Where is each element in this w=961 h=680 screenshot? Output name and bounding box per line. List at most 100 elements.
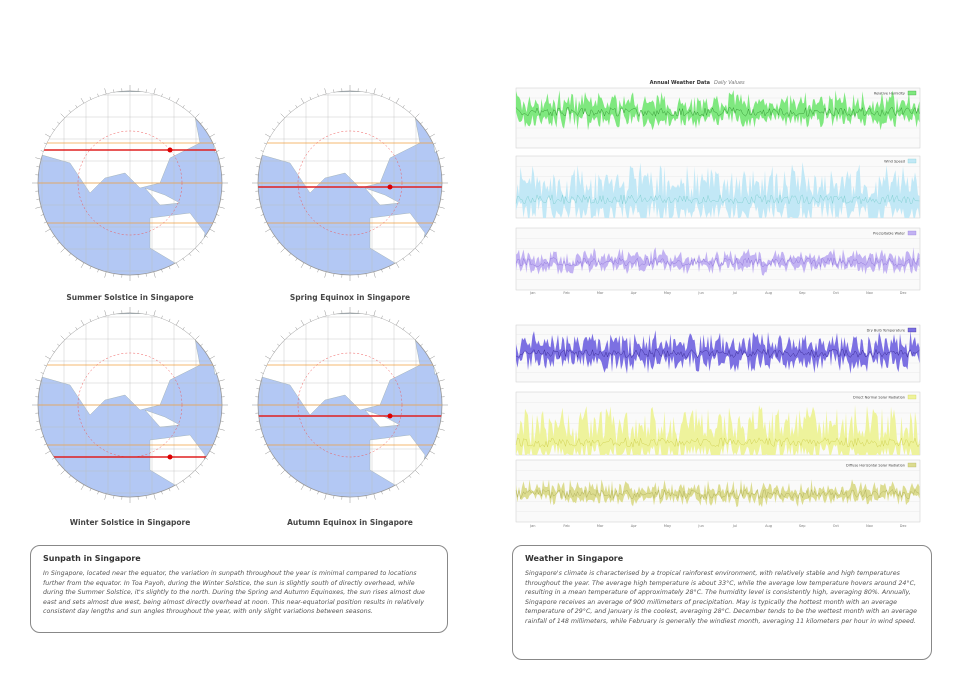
rim-tick (188, 110, 192, 113)
rim-tick (60, 335, 66, 341)
month-label: Jul (732, 524, 737, 528)
rim-tick (288, 475, 292, 478)
rim-tick (216, 372, 220, 374)
rim-tick (272, 350, 275, 353)
legend-swatch (907, 394, 917, 400)
caption: Winter Solstice in Singapore (70, 518, 191, 527)
data-line (515, 488, 920, 500)
month-label: Dec (900, 524, 907, 528)
rim-tick (175, 320, 180, 326)
sun (387, 184, 393, 190)
rim-tick (161, 93, 163, 97)
rim-tick (216, 150, 220, 152)
rim-tick (200, 463, 203, 467)
rim-tick (265, 228, 271, 233)
month-label: Jul (732, 291, 737, 295)
rim-tick (194, 247, 200, 253)
rim-tick (272, 235, 275, 238)
rim-tick (433, 221, 437, 224)
month-label: Aug (765, 291, 772, 295)
rim-tick (365, 273, 367, 277)
rim-tick (388, 318, 391, 322)
month-label: Jan (529, 524, 535, 528)
data-band (516, 404, 920, 455)
rim-tick (220, 166, 224, 168)
rim-tick (373, 271, 376, 278)
rim-tick (436, 150, 440, 152)
rim-tick (218, 379, 225, 382)
figures: Summer Solstice in Singapore Spring Equin… (32, 80, 921, 528)
land (144, 187, 181, 206)
rim-tick (40, 372, 44, 374)
sun (387, 413, 393, 419)
rim-tick (429, 228, 435, 233)
rim-tick (280, 335, 286, 341)
rim-tick (209, 133, 215, 138)
rim-tick (277, 343, 280, 347)
rim-tick (408, 332, 412, 335)
rim-tick (213, 443, 217, 446)
rim-tick (255, 428, 262, 431)
month-label: Apr (631, 291, 638, 295)
rim-tick (317, 93, 319, 97)
rim-tick (145, 273, 147, 277)
rim-tick (45, 133, 51, 138)
rim-tick (436, 214, 440, 216)
rim-tick (324, 271, 327, 278)
rim-tick (40, 150, 44, 152)
rim-tick (255, 379, 262, 382)
month-label: Feb (563, 291, 570, 295)
rim-tick (425, 457, 428, 460)
rim-tick (43, 221, 47, 224)
rim-tick (57, 241, 60, 245)
rim-tick (104, 493, 107, 500)
rim-tick (263, 142, 267, 145)
rim-tick (263, 221, 267, 224)
rim-tick (113, 273, 115, 277)
rim-tick (420, 463, 423, 467)
sun (167, 147, 173, 153)
rim-tick (36, 420, 40, 422)
rim-tick (153, 310, 156, 317)
legend-label: Wind Speed (884, 160, 905, 164)
rim-tick (205, 235, 208, 238)
rim-tick (188, 253, 192, 256)
rim-tick (288, 253, 292, 256)
legend-swatch (907, 327, 917, 333)
legend-swatch (907, 462, 917, 468)
sunpath-box: Sunpath in Singapore In Singapore, locat… (30, 545, 448, 633)
rim-tick (309, 318, 312, 322)
rim-tick (288, 110, 292, 113)
month-label: Nov (866, 524, 873, 528)
data-band (516, 90, 920, 131)
rim-tick (272, 128, 275, 131)
rim-tick (408, 253, 412, 256)
rim-tick (414, 113, 420, 119)
rim-tick (365, 311, 367, 315)
data-band (516, 162, 920, 218)
rim-tick (218, 428, 225, 431)
rim-tick (395, 98, 400, 104)
rim-tick (414, 469, 420, 475)
rim-tick (209, 450, 215, 455)
box-title: Weather in Singapore (525, 554, 624, 563)
rim-tick (57, 343, 60, 347)
rim-tick (43, 443, 47, 446)
rim-tick (324, 310, 327, 317)
rim-tick (260, 214, 264, 216)
rim-tick (182, 480, 185, 483)
rim-tick (43, 142, 47, 145)
rim-tick (373, 493, 376, 500)
data-line (515, 194, 920, 205)
rim-tick (300, 98, 305, 104)
box-text: Singapore's climate is characterised by … (525, 570, 918, 625)
rim-tick (260, 372, 264, 374)
rim-tick (433, 142, 437, 145)
rim-tick (75, 327, 78, 330)
rim-tick (161, 315, 163, 319)
rim-tick (295, 327, 298, 330)
month-label: Dec (900, 291, 907, 295)
rim-tick (260, 150, 264, 152)
box-text: In Singapore, located near the equator, … (43, 570, 425, 615)
rim-tick (255, 157, 262, 160)
